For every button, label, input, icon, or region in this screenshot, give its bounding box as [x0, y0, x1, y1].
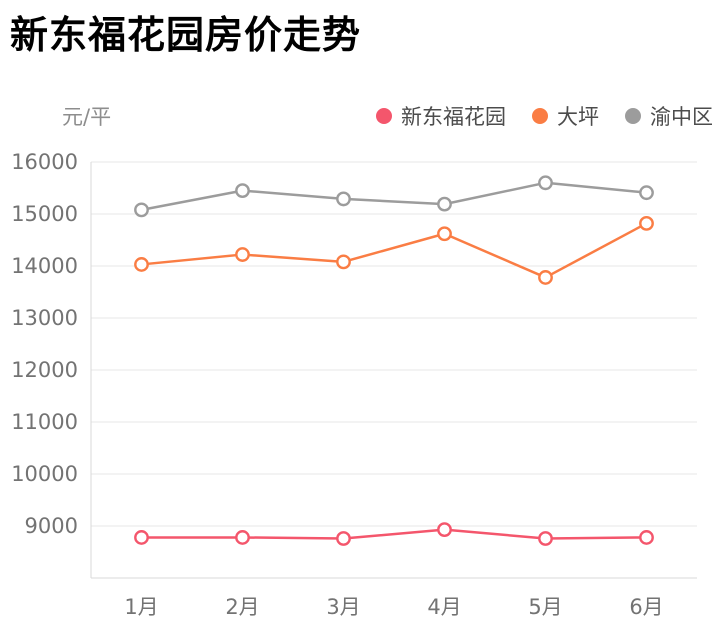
data-point-2-1[interactable] [235, 183, 250, 199]
y-tick-label: 14000 [11, 254, 78, 278]
data-point-1-1[interactable] [235, 247, 250, 262]
y-axis-unit-label: 元/平 [62, 105, 112, 129]
legend-item-label: 大坪 [557, 105, 599, 129]
series-line-1 [140, 222, 648, 279]
series-line-2 [140, 181, 648, 212]
data-point-0-1[interactable] [235, 530, 250, 545]
y-tick-label: 10000 [11, 462, 78, 486]
legend-dot-icon [625, 108, 641, 124]
data-point-1-3[interactable] [437, 226, 452, 242]
y-tick-label: 12000 [11, 358, 78, 382]
data-point-0-2[interactable] [336, 531, 351, 546]
x-tick-label: 2月 [225, 595, 259, 619]
data-point-2-2[interactable] [336, 191, 351, 207]
data-point-0-3[interactable] [437, 522, 452, 538]
series-line-0 [140, 528, 648, 540]
x-tick-label: 3月 [326, 595, 360, 619]
data-point-2-4[interactable] [538, 175, 553, 191]
data-point-1-4[interactable] [538, 270, 553, 285]
y-tick-label: 15000 [11, 202, 78, 226]
legend-dot-icon [532, 108, 548, 124]
x-tick-label: 1月 [124, 595, 158, 619]
data-point-0-4[interactable] [538, 531, 553, 546]
data-point-2-0[interactable] [134, 202, 149, 218]
x-tick-label: 6月 [629, 595, 663, 619]
data-point-1-5[interactable] [639, 215, 654, 231]
legend-item-label: 渝中区 [650, 105, 713, 129]
legend-item-0[interactable]: 新东福花园 [376, 101, 506, 131]
data-point-2-3[interactable] [437, 196, 452, 212]
data-point-1-0[interactable] [134, 257, 149, 272]
data-point-0-5[interactable] [639, 530, 654, 545]
x-tick-label: 4月 [427, 595, 461, 619]
data-point-0-0[interactable] [134, 530, 149, 545]
y-tick-label: 9000 [25, 514, 78, 538]
legend-dot-icon [376, 108, 392, 124]
y-tick-label: 13000 [11, 306, 78, 330]
data-point-1-2[interactable] [336, 254, 351, 270]
legend-item-2[interactable]: 渝中区 [625, 101, 713, 131]
legend-item-1[interactable]: 大坪 [532, 101, 599, 131]
data-point-2-5[interactable] [639, 185, 654, 201]
x-tick-label: 5月 [528, 595, 562, 619]
page-title: 新东福花园房价走势 [10, 13, 362, 57]
y-tick-label: 11000 [11, 410, 78, 434]
chart-legend: 新东福花园 大坪 渝中区 [376, 101, 713, 131]
y-tick-label: 16000 [11, 150, 78, 174]
legend-item-label: 新东福花园 [401, 105, 506, 129]
